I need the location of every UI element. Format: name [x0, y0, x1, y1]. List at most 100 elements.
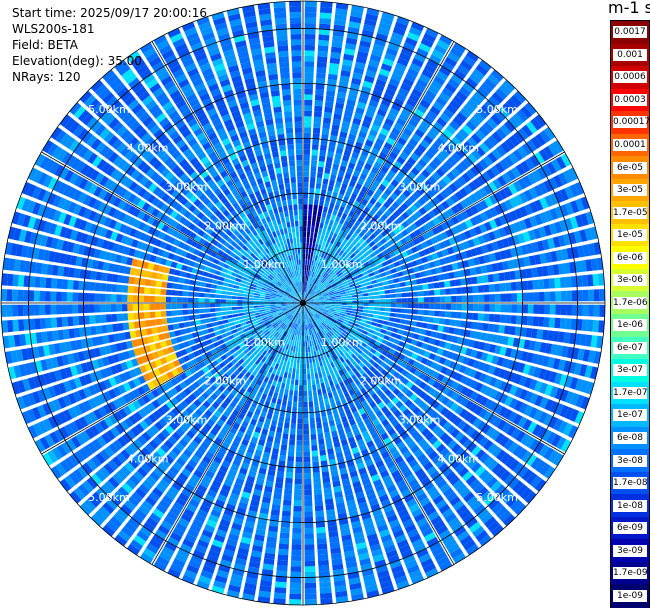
data-sector	[491, 263, 499, 272]
data-sector	[483, 439, 494, 451]
data-sector	[332, 341, 338, 348]
data-sector	[508, 183, 518, 195]
data-sector	[358, 552, 370, 561]
data-sector	[268, 407, 274, 415]
data-sector	[297, 313, 300, 319]
data-sector	[213, 580, 226, 589]
data-sector	[116, 452, 127, 464]
data-sector	[342, 177, 350, 185]
data-sector	[254, 449, 263, 457]
data-sector	[386, 514, 398, 523]
data-sector	[233, 376, 241, 384]
data-sector	[327, 242, 333, 250]
data-sector	[172, 344, 180, 352]
data-sector	[308, 300, 314, 302]
data-sector	[201, 391, 210, 400]
data-sector	[350, 289, 357, 293]
data-sector	[478, 469, 490, 481]
data-sector	[521, 124, 533, 138]
data-sector	[344, 109, 353, 118]
data-sector	[202, 474, 213, 484]
data-sector	[303, 418, 309, 424]
data-sector	[207, 327, 215, 333]
data-sector	[569, 216, 579, 229]
data-sector	[226, 303, 232, 307]
data-sector	[315, 378, 320, 385]
data-sector	[463, 366, 472, 376]
data-sector	[547, 265, 555, 276]
data-sector	[443, 160, 454, 170]
data-sector	[309, 318, 312, 324]
data-sector	[188, 315, 195, 321]
data-sector	[72, 404, 83, 417]
data-sector	[468, 414, 478, 425]
data-sector	[518, 257, 526, 268]
data-sector	[6, 304, 13, 317]
data-sector	[533, 304, 540, 314]
data-sector	[364, 579, 377, 588]
data-sector	[179, 543, 193, 554]
data-sector	[545, 252, 553, 263]
data-sector	[306, 294, 310, 299]
data-sector	[198, 335, 206, 342]
data-sector	[337, 272, 343, 277]
data-sector	[520, 433, 531, 446]
data-sector	[61, 441, 72, 455]
data-sector	[227, 334, 235, 340]
data-sector	[549, 304, 556, 315]
data-sector	[418, 390, 427, 400]
data-sector	[276, 565, 288, 572]
data-sector	[152, 451, 163, 462]
data-sector	[385, 380, 393, 388]
data-sector	[418, 334, 425, 342]
data-sector	[495, 145, 507, 157]
data-sector	[303, 434, 310, 441]
data-sector	[332, 435, 340, 443]
data-sector	[263, 376, 270, 384]
data-sector	[314, 193, 320, 200]
data-sector	[350, 122, 360, 131]
data-sector	[487, 152, 498, 164]
data-sector	[313, 204, 318, 211]
data-sector	[275, 304, 282, 306]
data-sector	[188, 393, 197, 402]
data-sector	[303, 259, 306, 265]
data-sector	[320, 139, 328, 146]
data-sector	[379, 299, 386, 303]
data-sector	[440, 296, 446, 303]
data-sector	[318, 268, 323, 275]
data-sector	[465, 169, 476, 180]
data-sector	[413, 369, 422, 378]
data-sector	[345, 234, 351, 241]
data-sector	[237, 306, 243, 310]
data-sector	[229, 401, 237, 409]
data-sector	[266, 475, 275, 482]
data-sector	[273, 315, 280, 320]
data-sector	[277, 334, 282, 340]
data-sector	[248, 504, 259, 513]
data-sector	[423, 247, 431, 256]
data-sector	[443, 451, 454, 462]
data-sector	[268, 318, 275, 323]
data-sector	[325, 162, 332, 169]
data-sector	[504, 138, 516, 151]
data-sector	[315, 312, 321, 317]
data-sector	[272, 314, 279, 318]
data-sector	[315, 338, 319, 345]
data-sector	[327, 151, 335, 158]
data-sector	[305, 324, 308, 331]
data-sector	[360, 267, 367, 273]
data-sector	[488, 313, 495, 322]
data-sector	[352, 410, 360, 419]
data-sector	[77, 292, 84, 302]
data-sector	[398, 276, 405, 282]
data-sector	[307, 215, 312, 222]
data-sector	[251, 401, 258, 409]
data-sector	[304, 330, 307, 336]
data-sector	[260, 410, 267, 418]
data-sector	[537, 316, 545, 327]
data-sector	[290, 316, 294, 322]
data-sector	[353, 322, 360, 328]
data-sector	[303, 198, 308, 205]
data-sector	[374, 295, 380, 299]
